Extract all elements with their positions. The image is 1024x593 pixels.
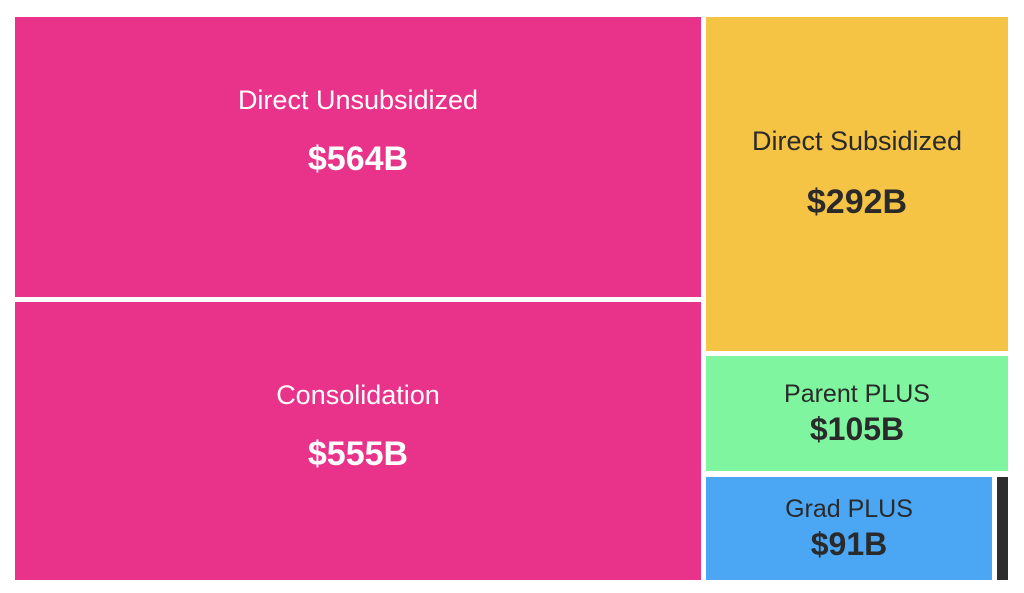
tile-other [997,477,1008,580]
tile-direct-unsubsidized: Direct Unsubsidized $564B [15,17,701,297]
tile-direct-subsidized: Direct Subsidized $292B [706,17,1008,351]
tile-value: $555B [307,435,409,473]
tile-label: Parent PLUS [784,379,930,408]
tile-grad-plus: Grad PLUS $91B [706,477,992,580]
tile-value: $292B [806,183,908,221]
tile-value: $564B [307,140,409,178]
tile-label: Consolidation [276,380,440,410]
tile-label: Grad PLUS [785,494,913,523]
tile-parent-plus: Parent PLUS $105B [706,356,1008,471]
tile-label: Direct Unsubsidized [237,85,479,115]
tile-value: $105B [809,410,905,447]
tile-value: $91B [810,525,888,562]
tile-consolidation: Consolidation $555B [15,302,701,580]
tile-label: Direct Subsidized [751,126,963,156]
